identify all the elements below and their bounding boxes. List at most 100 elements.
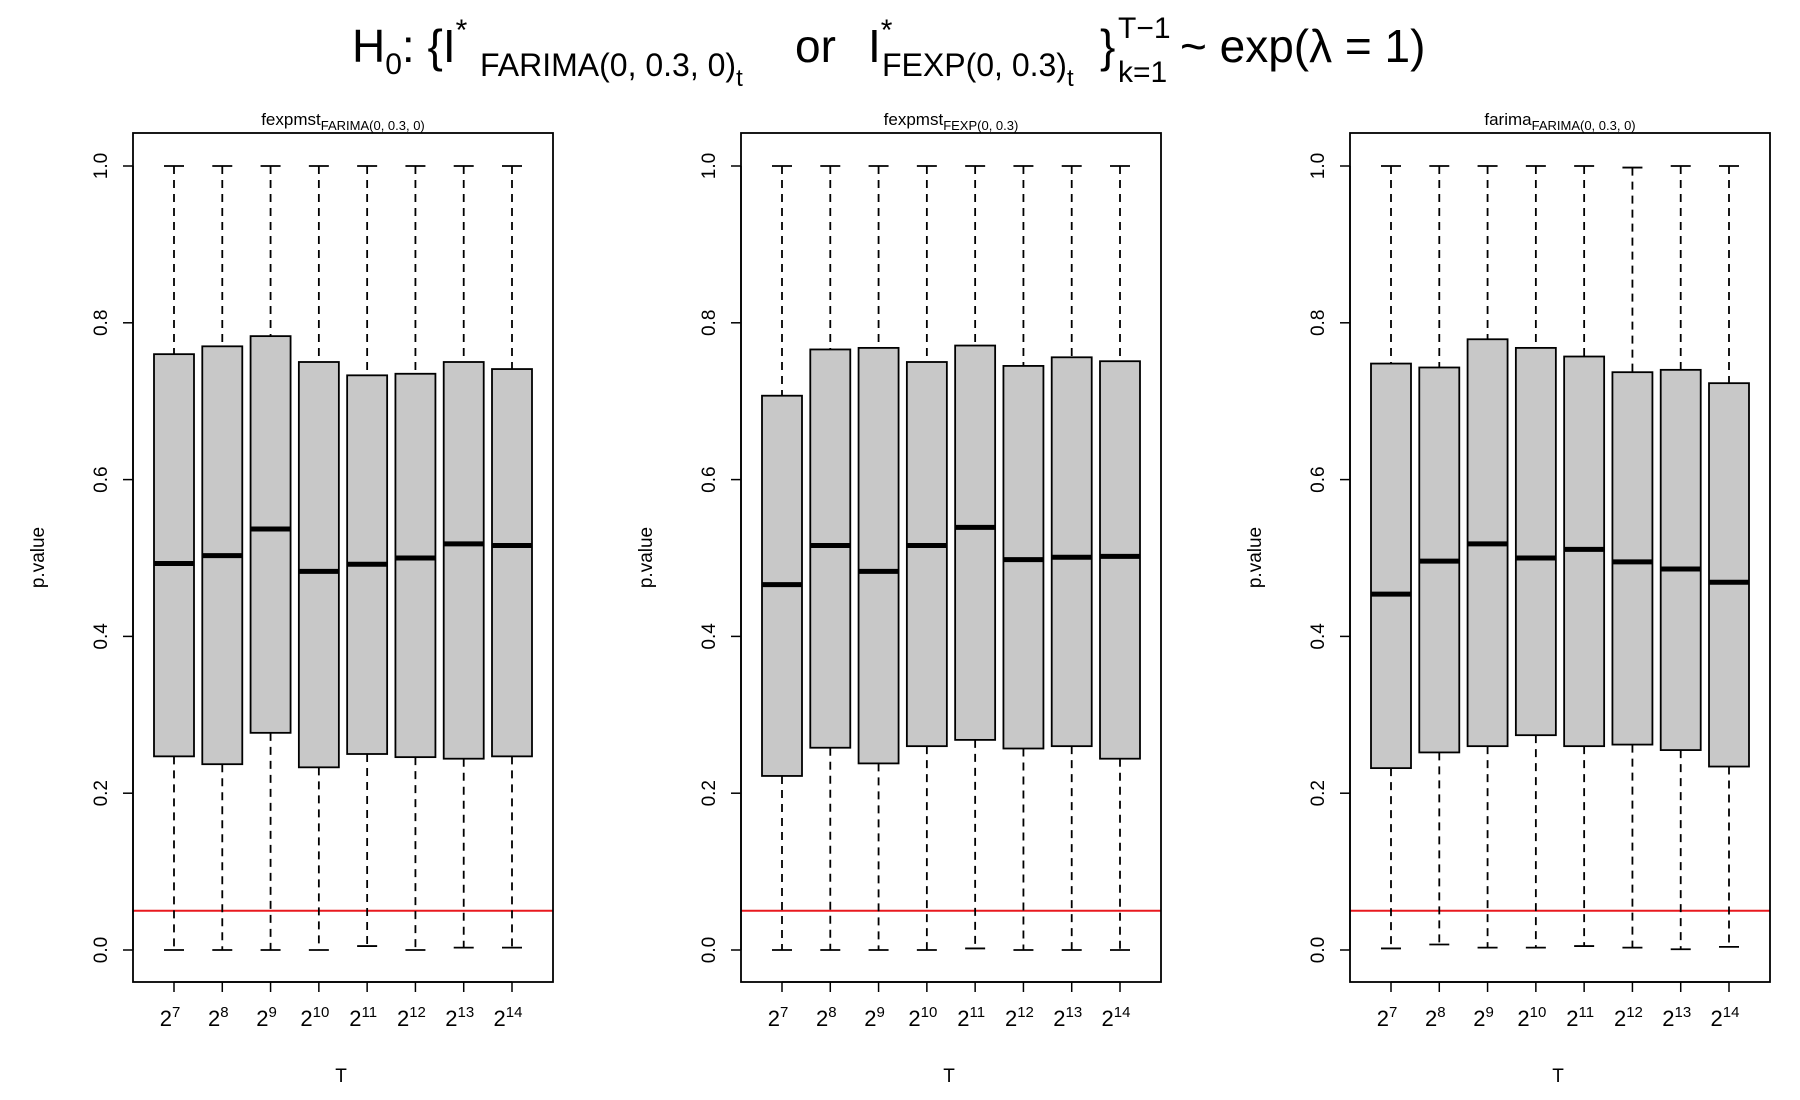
x-tick-base: 2 (768, 1006, 780, 1031)
x-tick-label: 212 (1005, 1004, 1034, 1031)
x-tick-label: 27 (1377, 1004, 1398, 1031)
x-tick-base: 2 (1425, 1006, 1437, 1031)
x-tick-label: 28 (208, 1004, 229, 1031)
x-tick-exp: 7 (172, 1004, 180, 1021)
box-iqr (1370, 362, 1412, 770)
panel-title-sub: FARIMA(0, 0.3, 0) (1532, 118, 1636, 133)
y-tick-label: 0.2 (1308, 780, 1329, 806)
box-7 (1099, 165, 1141, 951)
plot-frame (132, 132, 554, 983)
y-tick-label: 0.4 (1308, 623, 1329, 650)
panel-title-main: fexpmst (261, 110, 321, 129)
y-tick-label: 0.6 (699, 466, 720, 492)
box-iqr (153, 353, 195, 758)
box-iqr (297, 361, 340, 769)
x-tick-exp: 12 (409, 1004, 426, 1021)
x-tick-exp: 12 (1626, 1004, 1643, 1021)
y-tick-label: 0.8 (1308, 310, 1329, 336)
y-tick-label: 0.0 (1308, 937, 1329, 963)
x-tick-base: 2 (864, 1006, 876, 1031)
x-tick-exp: 7 (1389, 1004, 1397, 1021)
box-0 (761, 165, 803, 951)
x-tick-label: 213 (1053, 1004, 1082, 1031)
box-iqr (1099, 360, 1141, 760)
y-axis-label: p.value (28, 527, 49, 588)
x-tick-base: 2 (494, 1006, 506, 1031)
y-axis-label: p.value (636, 527, 657, 588)
box-7 (1708, 165, 1750, 948)
supertitle-t-2: t (1067, 65, 1074, 92)
box-iqr (249, 335, 292, 734)
x-tick-label: 28 (816, 1004, 837, 1031)
box-4 (346, 165, 389, 947)
x-tick-label: 211 (1566, 1004, 1594, 1031)
x-tick-base: 2 (445, 1006, 457, 1031)
y-tick-label: 1.0 (91, 153, 112, 179)
box-1 (1418, 165, 1461, 946)
x-tick-base: 2 (208, 1006, 220, 1031)
y-axis-label: p.value (1245, 527, 1266, 588)
box-iqr (1708, 382, 1750, 768)
box-3 (1514, 165, 1557, 949)
supertitle-sub-1: FARIMA(0, 0.3, 0) (480, 47, 736, 83)
x-tick-label: 27 (160, 1004, 181, 1031)
supertitle-or: or (795, 20, 836, 72)
x-tick-exp: 8 (220, 1004, 228, 1021)
box-0 (1370, 165, 1412, 950)
box-4 (954, 165, 997, 950)
box-iqr (1050, 356, 1093, 748)
box-5 (1002, 165, 1045, 951)
x-tick-base: 2 (1614, 1006, 1626, 1031)
box-6 (1050, 165, 1093, 951)
plot-frame (1349, 132, 1771, 983)
x-tick-label: 28 (1425, 1004, 1446, 1031)
x-tick-base: 2 (1473, 1006, 1485, 1031)
box-5 (394, 165, 437, 951)
y-tick-label: 0.4 (699, 623, 720, 650)
x-tick-base: 2 (1102, 1006, 1114, 1031)
x-tick-base: 2 (1566, 1006, 1578, 1031)
supertitle-tilde-exp: ~ exp(λ = 1) (1180, 20, 1425, 72)
x-tick-base: 2 (957, 1006, 969, 1031)
x-tick-exp: 10 (313, 1004, 330, 1021)
box-iqr (857, 346, 900, 765)
x-tick-label: 214 (494, 1004, 523, 1031)
x-tick-base: 2 (256, 1006, 268, 1031)
x-tick-label: 211 (349, 1004, 377, 1031)
x-tick-base: 2 (1053, 1006, 1065, 1031)
figure-supertitle: H0: {I*FARIMA(0, 0.3, 0)tor I* FEXP(0, 0.3… (352, 12, 1425, 92)
box-2 (1466, 165, 1509, 949)
box-2 (249, 165, 292, 951)
y-tick-label: 0.6 (1308, 466, 1329, 492)
box-iqr (1514, 346, 1557, 737)
box-iqr (1611, 371, 1654, 746)
y-tick-label: 0.8 (91, 310, 112, 336)
box-1 (809, 165, 852, 951)
box-iqr (905, 361, 948, 748)
box-3 (297, 165, 340, 951)
panel-2: fexpmstFEXP(0, 0.3)27 28 29 210 211 212 213 214… (636, 110, 1162, 1087)
x-tick-label: 212 (397, 1004, 426, 1031)
box-iqr (394, 372, 437, 759)
x-tick-base: 2 (908, 1006, 920, 1031)
box-iqr (1659, 368, 1702, 751)
y-tick-label: 0.2 (91, 780, 112, 806)
x-tick-label: 27 (768, 1004, 789, 1031)
box-6 (442, 165, 485, 949)
box-6 (1659, 165, 1702, 951)
x-tick-exp: 8 (828, 1004, 836, 1021)
x-tick-exp: 11 (361, 1004, 377, 1021)
x-tick-label: 29 (1473, 1004, 1494, 1031)
x-tick-label: 29 (256, 1004, 277, 1031)
panel-title-main: fexpmst (884, 110, 944, 129)
supertitle-range-sup: T−1 (1118, 12, 1171, 45)
x-tick-base: 2 (1005, 1006, 1017, 1031)
panel-title: farimaFARIMA(0, 0.3, 0) (1484, 110, 1635, 133)
supertitle-i-2: I (868, 20, 881, 72)
y-tick-label: 0.0 (699, 937, 720, 963)
x-tick-base: 2 (1662, 1006, 1674, 1031)
y-tick-label: 0.6 (91, 466, 112, 492)
box-2 (857, 165, 900, 951)
box-iqr (491, 368, 533, 758)
